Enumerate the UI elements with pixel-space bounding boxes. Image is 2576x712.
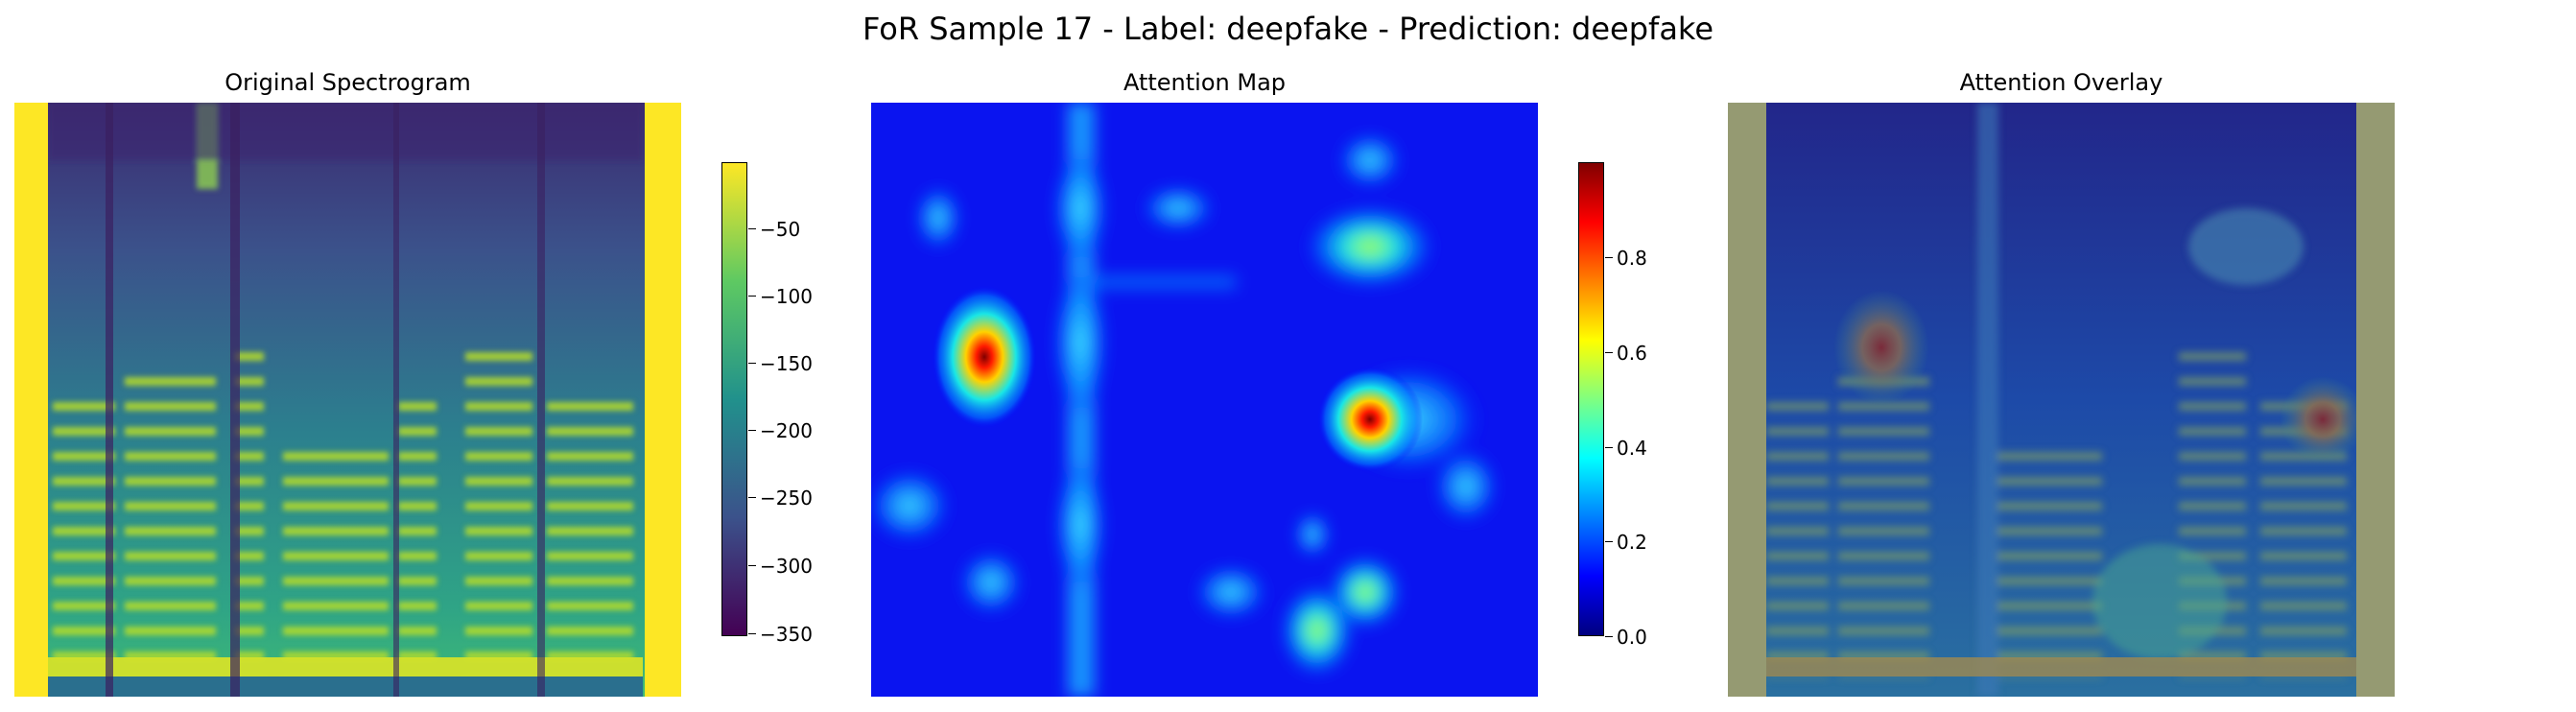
colorbar-tick: −250 [748, 487, 813, 510]
attention-colorbar [1578, 162, 1604, 636]
attention-title: Attention Map [1123, 69, 1287, 96]
spectrogram-image [14, 103, 681, 697]
spectrogram-colorbar [721, 162, 747, 636]
colorbar-tick: 0.0 [1605, 626, 1647, 649]
colorbar-tick: −350 [748, 623, 813, 646]
colorbar-tick: −50 [747, 218, 801, 241]
colorbar-tick: −200 [748, 419, 813, 442]
colorbar-tick: 0.4 [1605, 437, 1647, 460]
colorbar-tick: −100 [748, 285, 813, 308]
attention-image [871, 103, 1538, 697]
colorbar-tick: −300 [748, 555, 813, 578]
overlay-title: Attention Overlay [1959, 69, 2163, 96]
colorbar-tick: −150 [748, 352, 813, 375]
colorbar-tick: 0.8 [1605, 247, 1647, 270]
figure-title: FoR Sample 17 - Label: deepfake - Predic… [862, 11, 1713, 47]
colorbar-tick: 0.2 [1605, 531, 1647, 554]
spectrogram-title: Original Spectrogram [225, 69, 471, 96]
colorbar-tick: 0.6 [1605, 342, 1647, 365]
overlay-image [1728, 103, 2395, 697]
